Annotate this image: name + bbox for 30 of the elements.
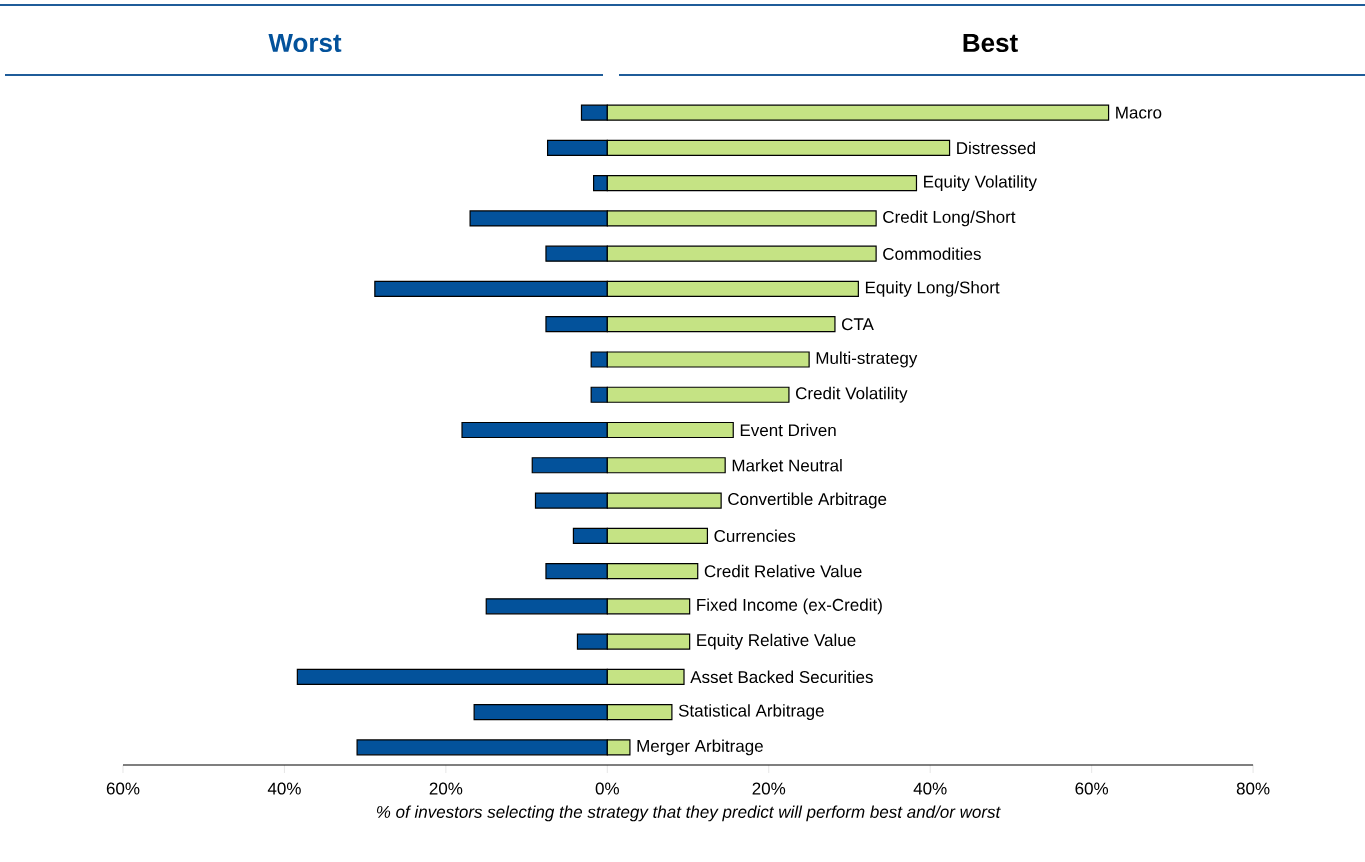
x-tick-label: 20% [752,782,786,795]
y-tick-label: Macro [1116,106,1162,119]
y-tick-label: Market Neutral [732,459,842,472]
x-axis-title: % of investors selecting the strategy that they predict will perform best and/or worst [376,805,1001,822]
y-tick-label: Statistical Arbitrage [678,704,824,721]
y-tick-label: Equity Long/Short [865,281,1000,297]
y-tick-label: Credit Relative Value [704,564,862,578]
y-tick-label: Asset Backed Securities [690,670,873,684]
y-tick-label: Commodities [883,247,981,260]
x-tick-label: 80% [1236,782,1270,795]
y-tick-label: Credit Long/Short [883,210,1016,227]
x-tick-label: 40% [913,782,947,795]
y-tick-label: Fixed Income (ex-Credit) [697,598,882,615]
y-tick-label: Distressed [957,141,1035,155]
y-tick-label: Equity Relative Value [697,633,856,650]
y-tick-label: Multi-strategy [816,351,918,368]
text: Best [963,33,1018,53]
text: Worst [268,33,342,53]
y-tick-label: Merger Arbitrage [637,739,763,756]
y-tick-label: CTA [842,318,874,331]
x-tick-label: 0% [595,782,619,795]
x-tick-label: 40% [267,782,301,795]
y-tick-label: Convertible Arbitrage [728,492,887,509]
y-tick-label: Currencies [714,529,796,543]
y-tick-label: Event Driven [740,423,836,437]
x-tick-label: 60% [106,782,140,795]
x-tick-label: 20% [429,782,463,795]
x-tick-label: 60% [1075,782,1109,795]
y-tick-label: Equity Volatility [924,175,1037,192]
y-tick-label: Credit Volatility [796,386,908,403]
